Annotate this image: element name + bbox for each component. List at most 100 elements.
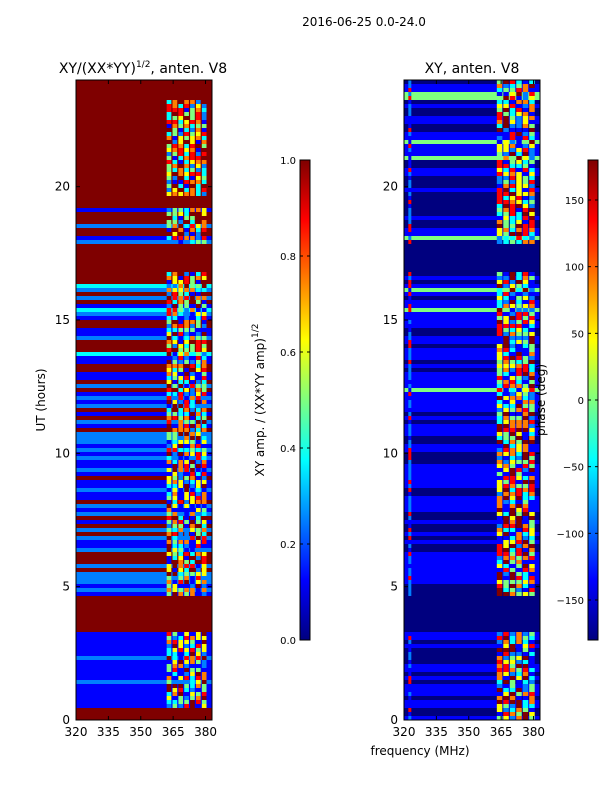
heat-cell	[496, 228, 503, 233]
heat-row	[76, 264, 212, 269]
heat-cell	[178, 100, 184, 105]
heat-cell	[503, 428, 509, 433]
heat-cell	[509, 296, 516, 301]
heat-cell	[166, 344, 172, 349]
heat-cell	[496, 360, 503, 365]
heat-cell	[184, 524, 189, 529]
heat-cell	[522, 460, 529, 465]
heat-cell	[201, 676, 207, 681]
heat-cell	[509, 384, 516, 389]
heat-cell	[195, 676, 201, 681]
heat-cell	[184, 172, 189, 177]
heat-row	[76, 268, 212, 273]
heat-cell	[190, 556, 195, 561]
heat-cell	[522, 436, 529, 441]
heat-cell	[172, 524, 178, 529]
heat-row	[404, 184, 540, 189]
heat-row	[76, 88, 212, 93]
heat-row	[404, 220, 540, 225]
heat-cell	[190, 340, 195, 345]
heat-cell	[195, 700, 201, 705]
heat-cell	[496, 112, 503, 117]
heat-cell	[496, 672, 503, 677]
heat-row	[76, 276, 212, 281]
heat-cell	[503, 196, 509, 201]
heat-cell	[190, 108, 195, 113]
heat-cell	[184, 436, 189, 441]
heat-cell	[522, 504, 529, 509]
heat-cell	[408, 664, 412, 669]
heat-cell	[166, 448, 172, 453]
heat-cell	[172, 312, 178, 317]
heat-cell	[529, 656, 535, 661]
heat-cell	[166, 412, 172, 417]
heat-cell	[184, 520, 189, 525]
heat-cell	[522, 420, 529, 425]
heat-cell	[166, 428, 172, 433]
heat-cell	[190, 636, 195, 641]
heat-cell	[408, 376, 412, 381]
heat-cell	[172, 440, 178, 445]
heat-cell	[195, 348, 201, 353]
heat-cell	[516, 404, 522, 409]
heat-row	[404, 192, 540, 197]
heat-cell	[522, 368, 529, 373]
heat-cell	[172, 168, 178, 173]
heat-cell	[503, 408, 509, 413]
heat-row	[76, 392, 212, 397]
heat-row	[404, 632, 540, 637]
heat-cell	[184, 476, 189, 481]
heat-cell	[516, 208, 522, 213]
heat-cell	[529, 144, 535, 149]
heat-cell	[195, 660, 201, 665]
heat-cell	[172, 144, 178, 149]
heat-cell	[529, 548, 535, 553]
heat-row	[76, 676, 212, 681]
heat-cell	[184, 396, 189, 401]
heat-cell	[522, 172, 529, 177]
heat-cell	[408, 580, 412, 585]
heat-cell	[516, 496, 522, 501]
heat-cell	[195, 472, 201, 477]
heat-cell	[496, 92, 503, 97]
heat-cell	[509, 236, 516, 241]
heat-cell	[184, 572, 189, 577]
x-tick-label: 365	[490, 725, 513, 739]
heat-cell	[195, 424, 201, 429]
heat-cell	[201, 428, 207, 433]
heat-row	[76, 156, 212, 161]
heat-row	[76, 648, 212, 653]
heat-cell	[201, 656, 207, 661]
heat-cell	[516, 532, 522, 537]
heat-cell	[529, 588, 535, 593]
heat-cell	[522, 544, 529, 549]
heat-cell	[503, 580, 509, 585]
heat-row	[404, 624, 540, 629]
heat-cell	[184, 332, 189, 337]
heat-cell	[408, 184, 412, 189]
heat-cell	[195, 412, 201, 417]
heat-cell	[509, 276, 516, 281]
heat-row	[404, 444, 540, 449]
heat-cell	[408, 448, 412, 453]
heat-cell	[408, 292, 412, 297]
heat-cell	[172, 240, 178, 245]
heat-cell	[184, 540, 189, 545]
heat-row	[404, 156, 540, 161]
heat-cell	[178, 132, 184, 137]
heat-cell	[195, 304, 201, 309]
heat-cell	[408, 356, 412, 361]
heat-cell	[509, 152, 516, 157]
heat-cell	[190, 436, 195, 441]
heat-cell	[522, 592, 529, 597]
heat-cell	[190, 396, 195, 401]
heat-cell	[184, 480, 189, 485]
heat-row	[404, 288, 540, 293]
heat-cell	[496, 332, 503, 337]
heat-row	[76, 436, 212, 441]
heat-cell	[529, 184, 535, 189]
heat-cell	[529, 340, 535, 345]
heat-cell	[190, 696, 195, 701]
heat-cell	[408, 228, 412, 233]
